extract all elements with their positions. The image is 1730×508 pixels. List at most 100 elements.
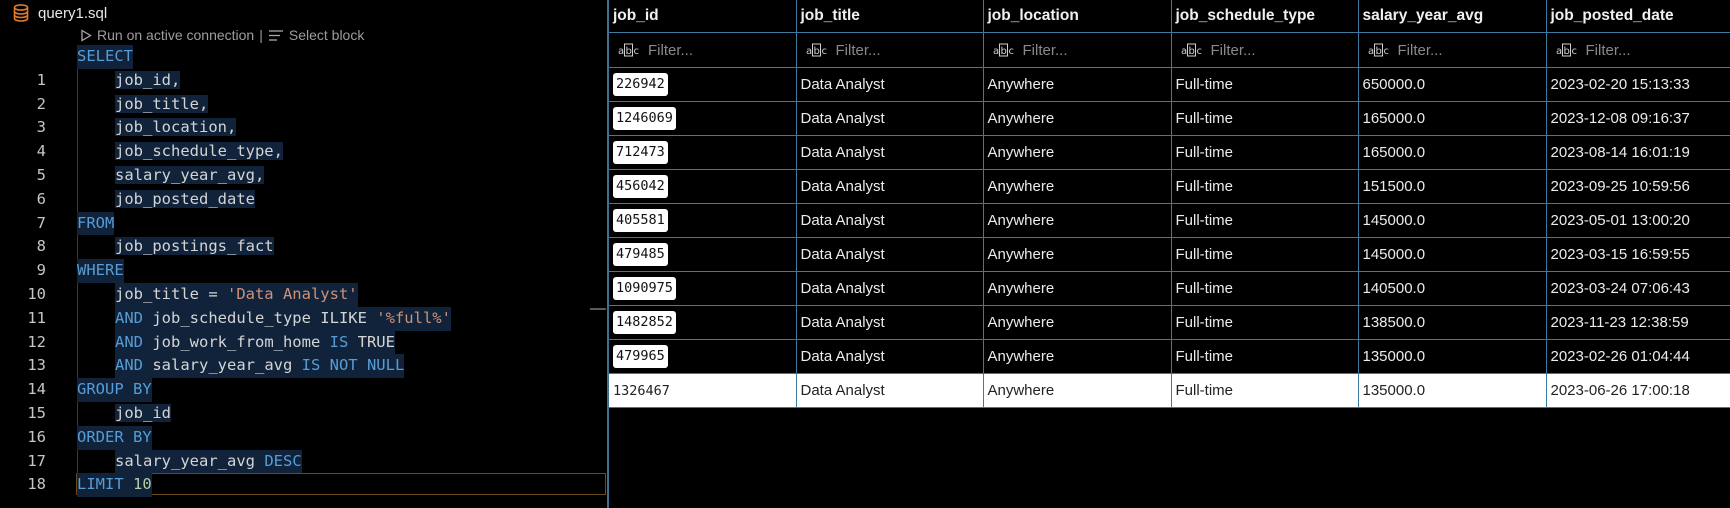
run-on-active-connection-link[interactable]: Run on active connection [97,27,255,43]
code-line[interactable]: 1 SELECT [0,45,608,89]
cell-job-title[interactable]: Data Analyst [796,305,984,340]
cell-job-posted-date[interactable]: 2023-03-15 16:59:55 [1546,237,1730,272]
filter-cell[interactable]: a b c Filter... [983,32,1172,68]
filter-input[interactable]: Filter... [1022,41,1068,59]
table-row[interactable]: 712473 Data Analyst Anywhere Full-time 16500… [609,135,1730,170]
cell-job-id[interactable]: 479965 [609,339,797,374]
code-line[interactable]: 16 job_id [0,401,608,446]
cell-job-posted-date[interactable]: 2023-12-08 09:16:37 [1546,101,1730,136]
cell-job-location[interactable]: Anywhere [983,135,1172,170]
cell-salary-year-avg[interactable]: 165000.0 [1358,135,1547,170]
code-line[interactable]: 3 job_title, [0,92,608,136]
filter-cell[interactable]: a b c Filter... [609,32,797,68]
filter-input[interactable]: Filter... [835,41,881,59]
cell-job-id[interactable]: 1326467 [609,373,797,408]
cell-salary-year-avg[interactable]: 165000.0 [1358,101,1547,136]
cell-job-schedule-type[interactable]: Full-time [1171,271,1359,306]
column-header-job-id[interactable]: job_id [609,0,797,33]
table-row[interactable]: 1090975 Data Analyst Anywhere Full-time 1405… [609,271,1730,306]
column-header-job-posted-date[interactable]: job_posted_date [1546,0,1730,33]
cell-job-location[interactable]: Anywhere [983,237,1172,272]
file-tab[interactable]: query1.sql [0,0,107,26]
cell-job-location[interactable]: Anywhere [983,339,1172,374]
filter-cell[interactable]: a b c Filter... [796,32,984,68]
cell-job-id[interactable]: 479485 [609,237,797,272]
cell-job-title[interactable]: Data Analyst [796,203,984,238]
column-header-job-schedule-type[interactable]: job_schedule_type [1171,0,1359,33]
cell-job-location[interactable]: Anywhere [983,305,1172,340]
filter-input[interactable]: Filter... [1210,41,1256,59]
cell-salary-year-avg[interactable]: 138500.0 [1358,305,1547,340]
code-line[interactable]: 7 job_posted_date [0,187,608,232]
cell-job-id[interactable]: 1246069 [609,101,797,136]
table-row[interactable]: 1326467 Data Analyst Anywhere Full-time 1350… [609,373,1730,408]
cell-job-location[interactable]: Anywhere [983,67,1172,102]
code-line[interactable]: 11 job_title = 'Data Analyst' [0,282,608,327]
cell-job-posted-date[interactable]: 2023-02-26 01:04:44 [1546,339,1730,374]
cell-job-posted-date[interactable]: 2023-05-01 13:00:20 [1546,203,1730,238]
cell-job-location[interactable]: Anywhere [983,271,1172,306]
cell-salary-year-avg[interactable]: 145000.0 [1358,203,1547,238]
scrollbar-marker[interactable] [590,308,606,310]
cell-job-title[interactable]: Data Analyst [796,67,984,102]
cell-job-id[interactable]: 226942 [609,67,797,102]
cell-job-location[interactable]: Anywhere [983,203,1172,238]
filter-cell[interactable]: a b c Filter... [1171,32,1359,68]
cell-job-location[interactable]: Anywhere [983,101,1172,136]
cell-job-schedule-type[interactable]: Full-time [1171,237,1359,272]
table-row[interactable]: 456042 Data Analyst Anywhere Full-time 15150… [609,169,1730,204]
column-header-job-location[interactable]: job_location [983,0,1172,33]
code-line[interactable]: 9 job_postings_fact [0,235,608,279]
cell-job-posted-date[interactable]: 2023-09-25 10:59:56 [1546,169,1730,204]
cell-job-posted-date[interactable]: 2023-03-24 07:06:43 [1546,271,1730,306]
table-row[interactable]: 1246069 Data Analyst Anywhere Full-time 1650… [609,101,1730,136]
panel-divider[interactable] [607,0,609,508]
cell-job-schedule-type[interactable]: Full-time [1171,135,1359,170]
cell-salary-year-avg[interactable]: 135000.0 [1358,373,1547,408]
filter-input[interactable]: Filter... [1585,41,1631,59]
sql-editor[interactable]: query1.sql Run on active connection | Se… [0,0,608,508]
filter-cell[interactable]: a b c Filter... [1358,32,1547,68]
cell-job-id[interactable]: 1482852 [609,305,797,340]
cell-job-title[interactable]: Data Analyst [796,135,984,170]
cell-job-posted-date[interactable]: 2023-11-23 12:38:59 [1546,305,1730,340]
cell-job-schedule-type[interactable]: Full-time [1171,339,1359,374]
table-row[interactable]: 1482852 Data Analyst Anywhere Full-time 1385… [609,305,1730,340]
play-icon[interactable] [80,28,92,42]
cell-job-title[interactable]: Data Analyst [796,373,984,408]
cell-salary-year-avg[interactable]: 650000.0 [1358,67,1547,102]
table-row[interactable]: 405581 Data Analyst Anywhere Full-time 14500… [609,203,1730,238]
code-line-current[interactable]: 19 LIMIT 10 [0,473,608,498]
code-line[interactable]: 5 job_schedule_type, [0,140,608,184]
code-line[interactable]: 10 WHERE [0,259,608,303]
cell-job-schedule-type[interactable]: Full-time [1171,101,1359,136]
cell-job-title[interactable]: Data Analyst [796,169,984,204]
cell-salary-year-avg[interactable]: 151500.0 [1358,169,1547,204]
cell-job-id[interactable]: 456042 [609,169,797,204]
filter-cell[interactable]: a b c Filter... [1546,32,1730,68]
code-line[interactable]: 8 FROM [0,211,608,255]
cell-job-title[interactable]: Data Analyst [796,339,984,374]
cell-job-title[interactable]: Data Analyst [796,101,984,136]
cell-salary-year-avg[interactable]: 145000.0 [1358,237,1547,272]
column-header-job-title[interactable]: job_title [796,0,984,33]
select-block-link[interactable]: Select block [288,27,365,43]
cell-job-schedule-type[interactable]: Full-time [1171,305,1359,340]
code-area[interactable]: 1 SELECT 2 job_id, 3 job_title, 4 job_lo… [0,45,608,498]
cell-job-schedule-type[interactable]: Full-time [1171,169,1359,204]
cell-job-id[interactable]: 1090975 [609,271,797,306]
code-line[interactable]: 14 AND salary_year_avg IS NOT NULL [0,354,608,398]
cell-job-id[interactable]: 405581 [609,203,797,238]
cell-job-posted-date[interactable]: 2023-06-26 17:00:18 [1546,373,1730,408]
table-row[interactable]: 479965 Data Analyst Anywhere Full-time 13500… [609,339,1730,374]
table-row[interactable]: 226942 Data Analyst Anywhere Full-time 65000… [609,67,1730,102]
cell-job-location[interactable]: Anywhere [983,169,1172,204]
cell-job-posted-date[interactable]: 2023-02-20 15:13:33 [1546,67,1730,102]
code-line[interactable]: 12 AND job_schedule_type ILIKE '%full%' [0,306,608,351]
cell-job-schedule-type[interactable]: Full-time [1171,373,1359,408]
results-grid[interactable]: job_id job_title job_location job_schedu… [609,0,1730,508]
cell-salary-year-avg[interactable]: 135000.0 [1358,339,1547,374]
code-line[interactable]: 15 GROUP BY [0,378,608,422]
cell-salary-year-avg[interactable]: 140500.0 [1358,271,1547,306]
cell-job-posted-date[interactable]: 2023-08-14 16:01:19 [1546,135,1730,170]
